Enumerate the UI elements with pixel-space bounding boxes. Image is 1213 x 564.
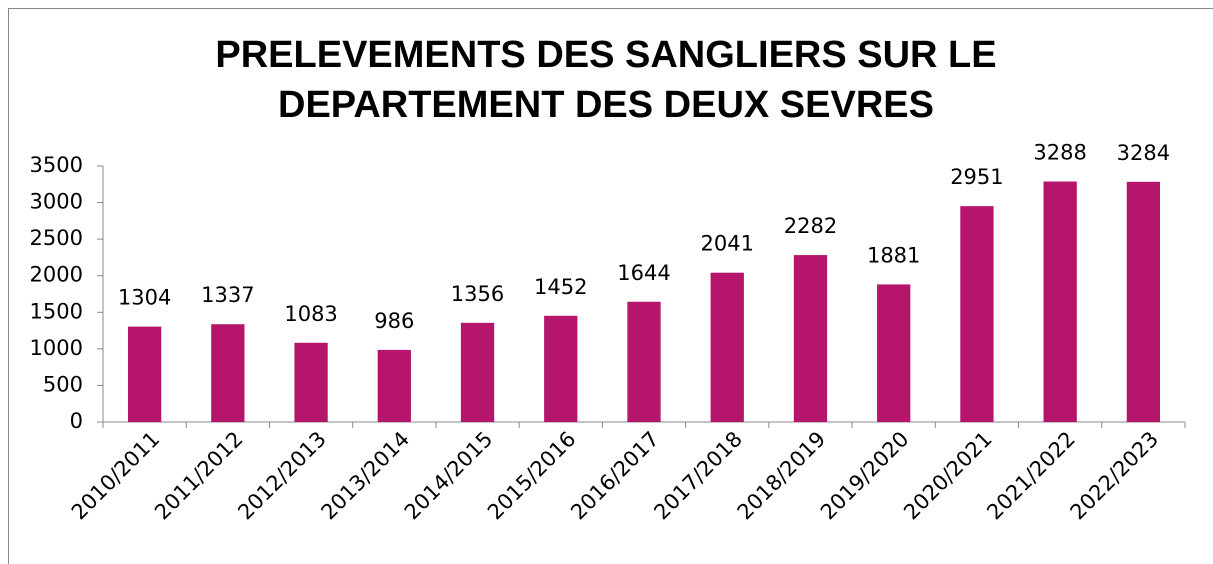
bar [877,284,911,422]
data-label: 1644 [617,261,670,285]
x-tick-label: 2016/2017 [566,427,664,525]
x-tick-label: 2013/2014 [317,427,415,525]
bar [960,206,994,422]
data-label: 1304 [118,286,171,310]
bar [793,255,828,422]
bar [544,315,578,422]
bar [1126,181,1161,422]
x-tick-label: 2010/2011 [67,427,165,525]
chart-border [8,8,1213,564]
x-tick-label: 2021/2022 [982,427,1080,525]
x-tick-label: 2014/2015 [400,427,498,525]
x-tick-label: 2018/2019 [733,427,831,525]
y-tick-label: 3000 [30,190,83,214]
data-label: 986 [374,309,414,333]
y-tick-label: 0 [70,409,83,433]
bar [294,342,328,422]
y-tick-label: 500 [43,372,83,396]
x-tick-label: 2012/2013 [233,427,331,525]
chart-title: PRELEVEMENTS DES SANGLIERS SUR LE DEPART… [215,34,997,126]
bar [627,301,661,422]
bar [460,322,495,422]
x-tick-label: 2017/2018 [649,427,747,525]
data-label: 2951 [950,165,1003,189]
x-tick-label: 2020/2021 [899,427,997,525]
data-label: 2041 [701,232,754,256]
data-label: 1337 [201,283,254,307]
y-tick-label: 2000 [30,263,83,287]
x-tick-label: 2011/2012 [150,427,248,525]
bar [127,326,162,422]
data-label: 1083 [284,302,337,326]
bar [1043,181,1077,422]
data-label: 1881 [867,243,920,267]
bar [710,272,744,422]
bar [377,349,411,422]
y-tick-label: 2500 [30,226,83,250]
data-label: 1356 [451,282,504,306]
data-label: 3288 [1033,141,1086,165]
bar [211,324,245,422]
x-tick-label: 2019/2020 [816,427,914,525]
data-label: 2282 [784,214,837,238]
y-tick-label: 1000 [30,336,83,360]
y-tick-label: 1500 [30,299,83,323]
y-tick-label: 3500 [30,153,83,177]
data-label: 1452 [534,275,587,299]
x-tick-label: 2022/2023 [1066,427,1164,525]
x-tick-label: 2015/2016 [483,427,581,525]
data-label: 3284 [1117,141,1170,165]
